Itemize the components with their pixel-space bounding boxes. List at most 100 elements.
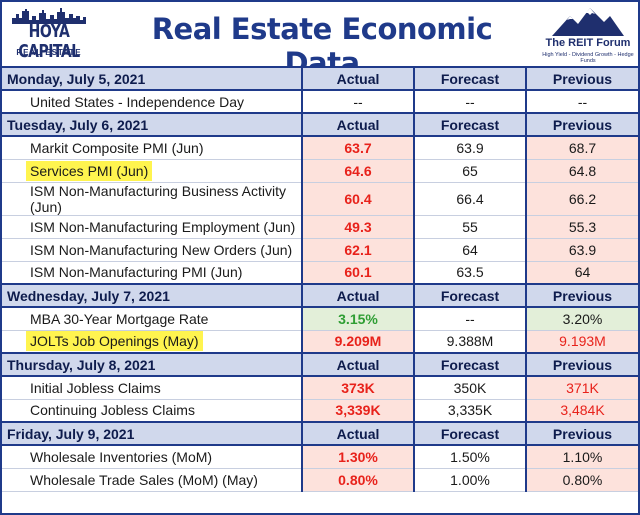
event-name: ISM Non-Manufacturing Business Activity …: [2, 182, 303, 216]
table-row: Wholesale Trade Sales (MoM) (May) 0.80% 1.…: [2, 468, 638, 492]
table-row: ISM Non-Manufacturing PMI (Jun) 60.1 63.5 6…: [2, 261, 638, 285]
column-header-actual: Actual: [302, 283, 415, 308]
header: HOYA CAPITAL REAL ESTATE Real Estate Eco…: [2, 2, 638, 80]
event-name-text: ISM Non-Manufacturing Employment (Jun): [30, 218, 296, 235]
forecast-value: 1.50%: [414, 445, 527, 469]
event-name: ISM Non-Manufacturing Employment (Jun): [2, 215, 303, 239]
hoya-capital-name: HOYA CAPITAL: [18, 22, 80, 62]
event-name-text: Continuing Jobless Claims: [30, 402, 195, 419]
previous-value: 371K: [526, 376, 638, 400]
table-row: ISM Non-Manufacturing Business Activity …: [2, 182, 638, 216]
reit-forum-name: The REIT Forum: [545, 37, 631, 49]
hoya-capital-logo: HOYA CAPITAL REAL ESTATE: [6, 6, 92, 62]
actual-value: 3,339K: [302, 399, 415, 423]
table-row: ISM Non-Manufacturing New Orders (Jun) 62…: [2, 238, 638, 262]
previous-value: --: [526, 90, 638, 114]
hoya-capital-sub: REAL ESTATE: [16, 48, 82, 57]
column-header-previous: Previous: [526, 66, 638, 91]
previous-value: 55.3: [526, 215, 638, 239]
column-header-previous: Previous: [526, 352, 638, 377]
actual-value: 60.1: [302, 261, 415, 285]
event-name: MBA 30-Year Mortgage Rate: [2, 307, 303, 331]
event-name-text: Initial Jobless Claims: [30, 379, 161, 396]
event-name-text: Wholesale Inventories (MoM): [30, 448, 213, 465]
previous-value: 3,484K: [526, 399, 638, 423]
page-title: Real Estate Economic Data: [151, 12, 493, 80]
previous-value: 66.2: [526, 182, 638, 216]
day-label: Thursday, July 8, 2021: [2, 352, 303, 377]
day-label: Tuesday, July 6, 2021: [2, 112, 303, 137]
event-name-text: United States - Independence Day: [30, 93, 245, 110]
economic-data-table: Monday, July 5, 2021 Actual Forecast Previo…: [2, 66, 638, 492]
actual-value: --: [302, 90, 415, 114]
column-header-previous: Previous: [526, 112, 638, 137]
table-row: Initial Jobless Claims 373K 350K 371K: [2, 376, 638, 400]
day-header-row: Wednesday, July 7, 2021 Actual Forecast Pre…: [2, 283, 638, 308]
event-name: Services PMI (Jun): [2, 159, 303, 183]
day-header-row: Monday, July 5, 2021 Actual Forecast Previo…: [2, 66, 638, 91]
actual-value: 63.7: [302, 136, 415, 160]
actual-value: 64.6: [302, 159, 415, 183]
event-name: Wholesale Inventories (MoM): [2, 445, 303, 469]
table-row: JOLTs Job Openings (May) 9.209M 9.388M 9.19…: [2, 330, 638, 354]
day-label: Monday, July 5, 2021: [2, 66, 303, 91]
actual-value: 9.209M: [302, 330, 415, 354]
forecast-value: --: [414, 90, 527, 114]
previous-value: 3.20%: [526, 307, 638, 331]
event-name-text: ISM Non-Manufacturing New Orders (Jun): [30, 241, 293, 258]
column-header-forecast: Forecast: [414, 283, 527, 308]
actual-value: 373K: [302, 376, 415, 400]
event-name-text: Markit Composite PMI (Jun): [30, 139, 204, 156]
event-name: United States - Independence Day: [2, 90, 303, 114]
previous-value: 1.10%: [526, 445, 638, 469]
event-name: Wholesale Trade Sales (MoM) (May): [2, 468, 303, 492]
table-row: Wholesale Inventories (MoM) 1.30% 1.50% 1.1…: [2, 445, 638, 469]
day-header-row: Thursday, July 8, 2021 Actual Forecast Prev…: [2, 352, 638, 377]
reit-forum-logo: The REIT Forum High Yield - Dividend Gro…: [538, 6, 638, 64]
event-name-text: ISM Non-Manufacturing Business Activity …: [30, 182, 286, 215]
column-header-actual: Actual: [302, 66, 415, 91]
previous-value: 9.193M: [526, 330, 638, 354]
previous-value: 64: [526, 261, 638, 285]
actual-value: 62.1: [302, 238, 415, 262]
column-header-forecast: Forecast: [414, 421, 527, 446]
table-row: Continuing Jobless Claims 3,339K 3,335K 3,4…: [2, 399, 638, 423]
column-header-forecast: Forecast: [414, 66, 527, 91]
event-name: ISM Non-Manufacturing New Orders (Jun): [2, 238, 303, 262]
column-header-actual: Actual: [302, 421, 415, 446]
forecast-value: 63.9: [414, 136, 527, 160]
table-row: ISM Non-Manufacturing Employment (Jun) 49…: [2, 215, 638, 239]
column-header-actual: Actual: [302, 352, 415, 377]
forecast-value: 63.5: [414, 261, 527, 285]
day-label: Wednesday, July 7, 2021: [2, 283, 303, 308]
actual-value: 0.80%: [302, 468, 415, 492]
actual-value: 60.4: [302, 182, 415, 216]
forecast-value: 1.00%: [414, 468, 527, 492]
forecast-value: --: [414, 307, 527, 331]
previous-value: 64.8: [526, 159, 638, 183]
table-row: MBA 30-Year Mortgage Rate 3.15% -- 3.20%: [2, 307, 638, 331]
previous-value: 63.9: [526, 238, 638, 262]
event-name-text: MBA 30-Year Mortgage Rate: [30, 310, 209, 327]
reit-forum-tagline: High Yield - Dividend Growth - Hedge Fun…: [542, 52, 634, 64]
day-header-row: Tuesday, July 6, 2021 Actual Forecast Previ…: [2, 112, 638, 137]
mountain-icon: [552, 8, 624, 36]
table-row: United States - Independence Day -- -- --: [2, 90, 638, 114]
actual-value: 49.3: [302, 215, 415, 239]
event-name-text: Wholesale Trade Sales (MoM) (May): [30, 471, 258, 488]
column-header-previous: Previous: [526, 283, 638, 308]
actual-value: 1.30%: [302, 445, 415, 469]
actual-value: 3.15%: [302, 307, 415, 331]
forecast-value: 65: [414, 159, 527, 183]
city-skyline-icon: [12, 8, 86, 24]
event-name: ISM Non-Manufacturing PMI (Jun): [2, 261, 303, 285]
day-label: Friday, July 9, 2021: [2, 421, 303, 446]
previous-value: 68.7: [526, 136, 638, 160]
forecast-value: 3,335K: [414, 399, 527, 423]
event-name: Initial Jobless Claims: [2, 376, 303, 400]
table-row: Markit Composite PMI (Jun) 63.7 63.9 68.7: [2, 136, 638, 160]
forecast-value: 66.4: [414, 182, 527, 216]
previous-value: 0.80%: [526, 468, 638, 492]
event-name-text: ISM Non-Manufacturing PMI (Jun): [30, 264, 243, 281]
event-name: Markit Composite PMI (Jun): [2, 136, 303, 160]
